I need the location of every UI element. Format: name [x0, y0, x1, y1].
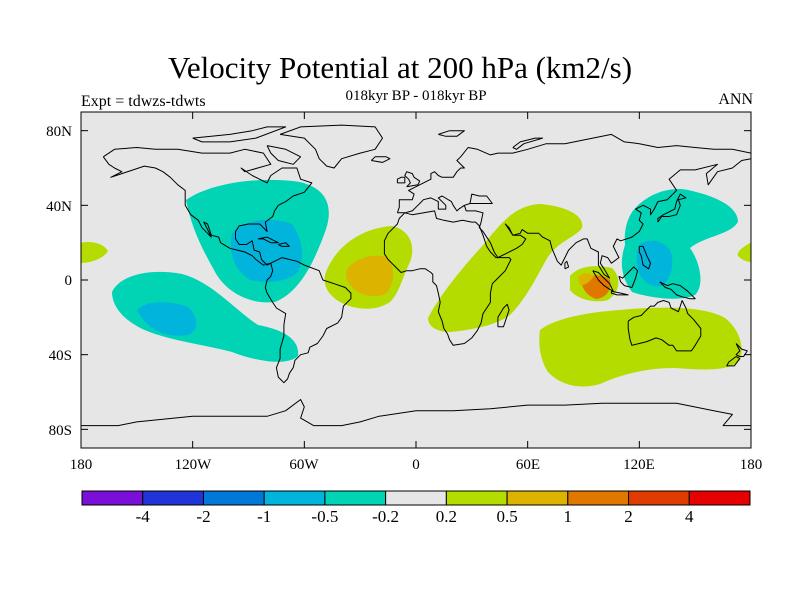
- contour-neg-south-pacific: [112, 271, 299, 362]
- coastline-borneo: [618, 266, 638, 288]
- lat-label-80n: 80N: [46, 124, 72, 140]
- coastline-britain: [404, 171, 421, 188]
- contour-pos-core-atlantic: [346, 255, 394, 297]
- coastline-greenland: [279, 124, 383, 169]
- colorbar-segment: [263, 490, 326, 506]
- coastline-eurasia: [396, 133, 751, 279]
- coastline-new-zealand: [735, 343, 748, 357]
- lon-label-60e: 60E: [515, 457, 541, 473]
- contour-pos-core-maritime-inner: [578, 273, 594, 286]
- colorbar-segment: [385, 490, 447, 506]
- lon-label-180e: 180: [739, 457, 763, 473]
- coastline-iceland: [370, 156, 391, 163]
- colorbar-label: -0.2: [372, 507, 400, 526]
- season-label: ANN: [718, 91, 753, 108]
- coastline-new-zealand-south: [726, 356, 741, 367]
- colorbar-segment: [628, 490, 690, 506]
- coastline-australia: [627, 300, 702, 352]
- coastline-antarctica: [81, 399, 751, 427]
- coastline-ireland: [396, 176, 406, 184]
- colorbar-label: -4: [135, 507, 150, 526]
- coastline-novaya-zemlya: [512, 137, 544, 150]
- lon-label-180w: 180: [69, 457, 93, 473]
- lat-label-80s: 80S: [48, 423, 72, 439]
- coastline-java: [610, 290, 629, 296]
- lon-label-120e: 120E: [623, 457, 655, 473]
- coastline-svalbard: [438, 130, 465, 137]
- plot-title: Velocity Potential at 200 hPa (km2/s): [167, 50, 633, 85]
- coastline-new-guinea: [659, 281, 696, 300]
- coastline-japan: [657, 193, 687, 223]
- contour-neg-core-caribbean: [230, 219, 302, 282]
- contour-neg-core-south-pacific: [137, 302, 197, 336]
- lat-label-40n: 40N: [46, 199, 72, 215]
- contour-pos-australia: [539, 307, 742, 387]
- colorbar-label: 4: [685, 507, 694, 526]
- coastline-africa: [383, 210, 512, 346]
- coastlines: [81, 124, 751, 427]
- coastline-arctic-islands: [192, 126, 287, 143]
- contour-fields: [81, 179, 751, 387]
- colorbar-segment: [506, 490, 569, 506]
- colorbar-segment: [567, 490, 630, 506]
- contour-pos-east-pacific-right: [737, 242, 751, 262]
- colorbar-label: 0.2: [435, 507, 458, 526]
- coastline-north-america: [102, 147, 313, 266]
- colorbar-label: 0.5: [496, 507, 518, 526]
- coastline-hispaniola: [278, 242, 290, 247]
- lon-label-0: 0: [412, 457, 420, 473]
- colorbar-label: 1: [563, 507, 573, 526]
- experiment-label: Expt = tdwzs-tdwts: [81, 93, 206, 110]
- lon-label-60w: 60W: [289, 457, 319, 473]
- colorbar-label: -2: [196, 507, 211, 526]
- colorbar-segment: [445, 490, 508, 506]
- colorbar-segment: [688, 490, 751, 506]
- colorbar-label: 2: [624, 507, 633, 526]
- lon-label-120w: 120W: [174, 457, 212, 473]
- plot-subtitle: 018kyr BP - 018kyr BP: [345, 88, 487, 104]
- coastline-south-america: [264, 257, 352, 384]
- colorbar-segment: [202, 490, 265, 506]
- colorbar-segment: [324, 490, 387, 506]
- colorbar-segment: [81, 490, 144, 506]
- coastline-baffin: [266, 145, 302, 165]
- coastline-sri-lanka: [564, 260, 570, 270]
- axis-ticks: [80, 112, 752, 448]
- coastline-philippines: [638, 245, 651, 270]
- contour-pos-east-pacific-left: [81, 242, 108, 263]
- colorbar-label: -0.5: [311, 507, 339, 526]
- colorbar-label: -1: [257, 507, 272, 526]
- contour-pos-indian-ocean: [428, 204, 583, 332]
- lat-label-40s: 40S: [48, 348, 72, 364]
- colorbar-segment: [142, 490, 204, 506]
- colorbar: [81, 490, 751, 506]
- lat-label-0: 0: [64, 273, 73, 289]
- coastline-madagascar: [497, 303, 510, 328]
- coastline-cuba: [257, 236, 279, 244]
